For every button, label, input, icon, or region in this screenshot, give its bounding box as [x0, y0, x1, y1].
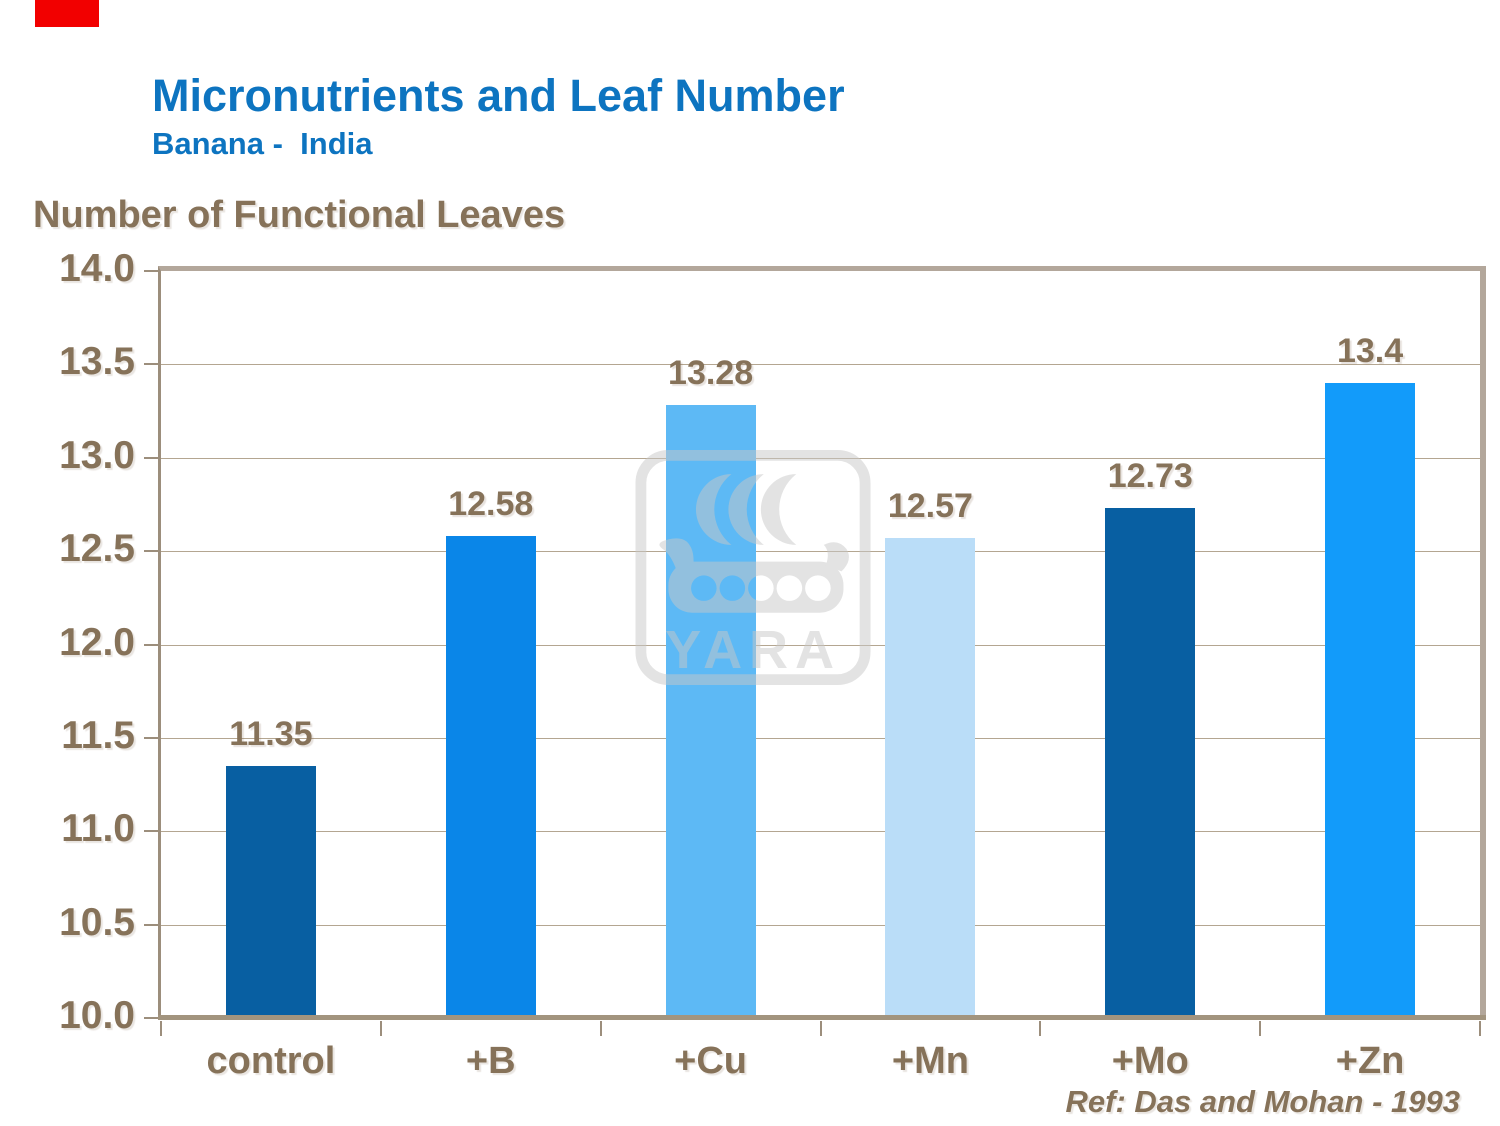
y-tick: [144, 550, 158, 553]
bar-+Zn: [1325, 383, 1416, 1018]
bar-+B: [445, 536, 536, 1018]
x-category-label-+Zn: +Zn: [1335, 1040, 1405, 1082]
x-tick: [819, 1021, 822, 1036]
x-category-label-+Mn: +Mn: [891, 1040, 969, 1082]
y-tick-label-12.5: 12.5: [59, 527, 135, 571]
x-category-label-+B: +B: [465, 1040, 516, 1082]
y-tick: [144, 643, 158, 646]
y-tick: [144, 363, 158, 366]
gridline-12.5: [161, 551, 1480, 553]
bar-+Cu: [665, 405, 756, 1018]
x-tick: [1259, 1021, 1262, 1036]
bar-value-label-+Mo: 12.73: [1107, 457, 1193, 496]
y-tick: [144, 270, 158, 272]
gridline-13.5: [161, 364, 1480, 366]
y-tick-label-13.0: 13.0: [59, 433, 135, 477]
chart-subtitle: Banana - India: [152, 126, 373, 161]
gridline-12.0: [161, 644, 1480, 646]
x-category-label-control: control: [206, 1040, 336, 1082]
y-tick-label-11.5: 11.5: [61, 714, 135, 758]
x-axis-line: [158, 1015, 1486, 1020]
y-tick-label-10.5: 10.5: [59, 900, 135, 944]
y-tick: [144, 456, 158, 459]
y-tick: [144, 1017, 158, 1019]
red-accent-marker: [35, 0, 99, 27]
x-tick: [1479, 1021, 1481, 1036]
chart-title: Micronutrients and Leaf Number: [152, 70, 845, 121]
y-tick: [144, 923, 158, 926]
bar-value-label-+Mn: 12.57: [887, 487, 973, 526]
bar-value-label-+Zn: 13.4: [1336, 332, 1404, 371]
bar-control: [225, 765, 316, 1018]
y-tick-label-10.0: 10.0: [59, 994, 135, 1038]
bar-+Mo: [1105, 508, 1196, 1018]
x-tick: [160, 1021, 162, 1036]
bar-+Mn: [885, 538, 976, 1018]
plot-area: YARA 14.0 13.5 13.0 12.5 12.0 11.5 11.0 10.5 10.…: [59, 247, 1486, 1082]
gridline-11.5: [161, 737, 1480, 739]
x-tick: [1039, 1021, 1042, 1036]
y-axis-heading: Number of Functional Leaves: [33, 194, 566, 236]
y-tick-label-13.5: 13.5: [59, 340, 135, 384]
y-tick-label-11.0: 11.0: [61, 807, 135, 851]
bar-value-label-control: 11.35: [229, 714, 313, 753]
x-tick: [599, 1021, 602, 1036]
gridline-11.0: [161, 831, 1480, 833]
y-tick: [144, 830, 158, 833]
x-category-label-+Cu: +Cu: [674, 1040, 747, 1082]
y-tick-label-12.0: 12.0: [59, 620, 135, 664]
bar-value-label-+Cu: 13.28: [668, 354, 754, 393]
y-tick: [144, 736, 158, 739]
gridline-13.0: [161, 457, 1480, 459]
reference-text: Ref: Das and Mohan - 1993: [1065, 1084, 1460, 1119]
gridline-10.5: [161, 924, 1480, 926]
bar-value-label-+B: 12.58: [448, 485, 534, 524]
x-tick: [379, 1021, 382, 1036]
y-tick-label-14.0: 14.0: [59, 247, 135, 291]
x-category-label-+Mo: +Mo: [1111, 1040, 1189, 1082]
